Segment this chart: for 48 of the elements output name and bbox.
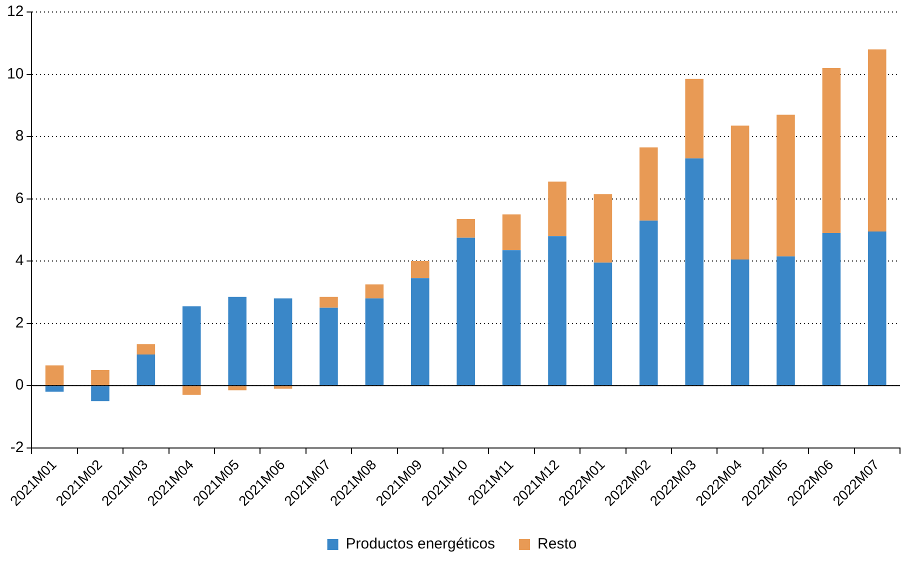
bar — [776, 256, 795, 386]
y-tick-label: 4 — [15, 252, 24, 270]
y-tick-label: 8 — [15, 128, 24, 145]
bar — [685, 78, 704, 158]
bar — [91, 386, 110, 402]
bar — [868, 49, 886, 232]
bar — [730, 259, 750, 386]
y-tick-label: 10 — [6, 65, 24, 82]
bar — [502, 214, 521, 250]
bar — [45, 386, 64, 392]
bar — [320, 296, 338, 308]
legend-label: Productos energéticos — [346, 536, 496, 553]
bar — [45, 365, 64, 386]
bar — [685, 158, 704, 386]
bar — [776, 114, 795, 256]
bar — [228, 386, 246, 390]
bar — [320, 308, 338, 386]
bar — [548, 182, 566, 236]
bar — [594, 262, 612, 386]
legend-label: Resto — [538, 536, 577, 553]
bar — [411, 278, 430, 386]
bar — [594, 194, 612, 263]
bar — [822, 233, 841, 386]
bar — [456, 219, 475, 238]
y-tick-label: 12 — [6, 3, 24, 20]
bar — [730, 126, 750, 260]
y-tick-label: 0 — [15, 376, 24, 394]
bar — [868, 231, 886, 386]
y-tick-label: 2 — [15, 314, 24, 332]
bar — [136, 344, 156, 354]
bar — [502, 250, 521, 386]
bar — [228, 296, 246, 386]
bar — [548, 236, 566, 386]
bar — [274, 386, 292, 389]
bar — [136, 354, 156, 386]
bar — [456, 238, 475, 386]
bar — [182, 306, 201, 386]
bar — [411, 261, 430, 278]
bar — [182, 386, 201, 395]
y-tick-label: -2 — [10, 438, 24, 456]
y-tick-label: 6 — [15, 190, 24, 207]
bar — [640, 147, 658, 221]
bar — [640, 220, 658, 386]
bar — [274, 298, 292, 386]
bar — [822, 68, 841, 234]
bar — [365, 298, 384, 386]
bar — [91, 370, 110, 386]
bar — [365, 284, 384, 298]
